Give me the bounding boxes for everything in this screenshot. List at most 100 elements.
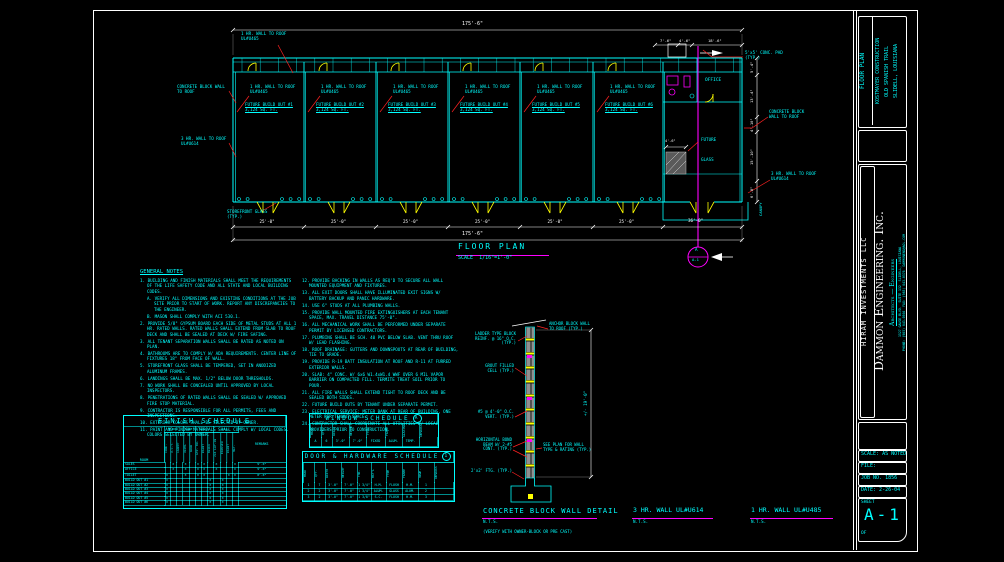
dim-label: 4'-10"	[749, 117, 754, 132]
callout-conc-block-right: CONCRETE BLOCK WALL TO ROOF	[769, 109, 805, 119]
dim-label: 25'-0"	[619, 219, 635, 224]
schedule-cell	[213, 472, 221, 480]
callout-conc-pad: 5'x5' CONC. PAD (TYP.)	[745, 50, 783, 60]
detail-height-dim: +/- 19'-0"	[583, 390, 588, 416]
dim-label: 25'-0"	[475, 219, 491, 224]
leader-line	[511, 471, 525, 480]
titleblock-project-divider	[872, 17, 873, 125]
label-office: OFFICE	[705, 78, 722, 83]
schedule-cell	[207, 462, 215, 469]
schedule-cell: X	[207, 491, 215, 497]
storefront-mullion	[605, 197, 610, 201]
titleblock-job-box	[858, 474, 907, 486]
schedule-cell	[213, 500, 221, 506]
schedule-cell	[225, 491, 233, 497]
titleblock-sheet-number: A-1	[864, 505, 902, 524]
schedule-cell	[201, 482, 209, 488]
note-item: 18. ROOF DRAINAGE: GUTTERS AND DOWNSPOUT…	[302, 346, 459, 358]
storefront-mullion	[297, 197, 302, 201]
wall-detail-1hr-nts: N.T.S.	[751, 519, 767, 524]
storefront-mullion	[460, 197, 465, 201]
room-header: ROOM	[124, 426, 165, 463]
door-col-header: FRAME	[402, 462, 419, 483]
titleblock-firm-box	[858, 164, 907, 420]
titleblock-owner-box	[860, 166, 875, 418]
roof-deck-line	[511, 319, 547, 327]
general-notes-column: 12. PROVIDE BACKING IN WALLS AS REQ'D TO…	[302, 278, 460, 434]
finish-remark: 9'-0"	[238, 467, 287, 474]
finish-remark	[238, 491, 287, 497]
schedule-cell	[188, 467, 196, 474]
door-cell	[434, 488, 454, 495]
finish-room: OFFICE	[124, 467, 166, 474]
window-cell	[419, 437, 438, 447]
footing-rebar	[528, 494, 533, 499]
titleblock-sheet-word: SHEET	[861, 500, 875, 505]
schedule-cell: X	[219, 491, 227, 497]
door-cell: S.C.	[371, 494, 387, 501]
titleblock-project-line3: SLIDELL, LOUISIANA	[893, 43, 899, 99]
dim-tick	[754, 129, 760, 135]
storefront-door-swing	[327, 201, 351, 214]
restroom-fixture	[683, 75, 691, 88]
dim-tick	[301, 224, 307, 230]
finish-room: BUILD OUT #1	[124, 478, 166, 484]
schedule-cell	[176, 478, 184, 484]
schedule-cell	[188, 495, 196, 502]
canopy-label: CANOPY	[758, 202, 763, 216]
finish-remark	[238, 478, 287, 484]
rear-door-swing	[318, 62, 328, 72]
schedule-cell	[194, 495, 202, 502]
schedule-cell	[164, 462, 172, 469]
titleblock-sheet-box	[858, 498, 907, 542]
note-item: 15. PROVIDE WALL MOUNTED FIRE EXTINGUISH…	[302, 309, 449, 321]
schedule-cell	[194, 500, 202, 506]
storefront-mullion	[512, 197, 517, 201]
schedule-cell	[182, 487, 190, 493]
schedule-cell	[225, 495, 233, 502]
titleblock-date: DATE: 2-26-04	[861, 487, 901, 493]
storefront-mullion	[584, 197, 589, 201]
detail-note: 2'x2' FTG. (TYP.)	[471, 468, 512, 473]
note-item: 19. PROVIDE R-19 BATT INSULATION AT ROOF…	[302, 359, 451, 370]
storefront-mullion	[380, 197, 384, 201]
rear-door-swing	[247, 62, 257, 72]
schedule-cell: X	[201, 467, 209, 474]
door-cell: FLUSH	[386, 482, 403, 489]
schedule-cell	[164, 467, 172, 474]
storefront-door-swing	[543, 201, 567, 214]
finish-group-header: WALLS	[194, 426, 215, 433]
storefront-mullion	[368, 197, 373, 201]
dim-tick	[230, 27, 236, 33]
door-col-header: HDWE.	[418, 462, 435, 483]
window-cell: A	[310, 437, 322, 447]
door-cell: 7'-0"	[341, 488, 358, 495]
finish-remark: 9'-0"	[238, 462, 287, 469]
storefront-door-swing	[471, 201, 495, 214]
schedule-cell	[194, 487, 202, 493]
schedule-title: DOOR & HARDWARE SCHEDULE 1	[303, 452, 454, 463]
dim-tick	[588, 327, 594, 333]
door-col-header: HEIGHT	[341, 462, 358, 483]
titleblock-firm-name: Dammon Engineering. Inc.	[871, 211, 886, 371]
schedule-bubble: A	[412, 414, 422, 423]
door-cell: 3	[418, 494, 435, 501]
storefront-door-swing	[616, 201, 640, 214]
schedule-cell: X	[207, 487, 215, 493]
rear-door-swing	[390, 62, 400, 72]
storefront-mullion	[431, 197, 436, 201]
schedule-cell	[188, 491, 196, 497]
dim-tick	[754, 55, 760, 61]
dim-tick	[590, 224, 596, 230]
schedule-cell	[188, 500, 196, 506]
dim-tick	[588, 474, 594, 480]
door-cell: 1 3/4"	[357, 488, 372, 495]
storefront-mullion	[597, 197, 601, 201]
section-marker-sheet: A-1	[692, 257, 699, 262]
plan-view-scale: SCALE 1/16"=1'-0"	[458, 255, 513, 261]
wall-detail-3hr-title: 3 HR. WALL UL#U614	[633, 506, 704, 514]
door-cell: 2	[314, 494, 326, 501]
section-arrow	[711, 253, 722, 261]
titleblock-date-box	[858, 486, 907, 498]
